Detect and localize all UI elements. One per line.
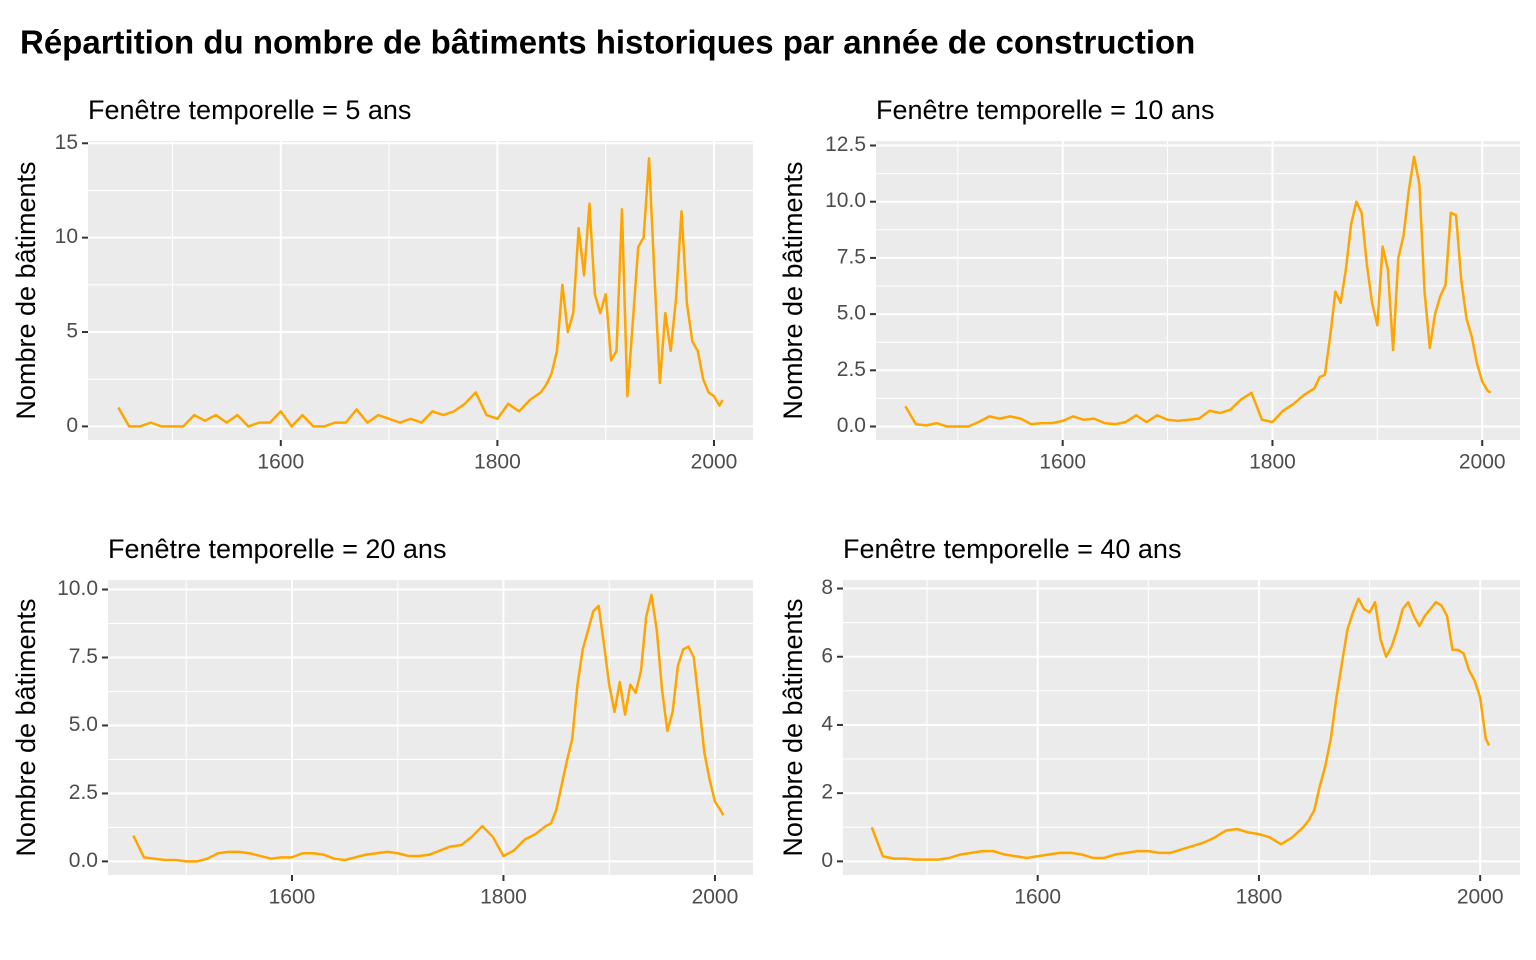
data-line (870, 597, 1491, 861)
y-tick-label: 2.5 (837, 358, 866, 381)
y-tick-label: 10.0 (57, 577, 98, 600)
y-tick-label: 10 (55, 225, 78, 248)
y-tick-label: 5 (66, 320, 78, 343)
x-tick-label: 1800 (474, 451, 521, 474)
panel-title: Fenêtre temporelle = 40 ans (843, 534, 1181, 564)
x-tick-label: 1600 (1014, 886, 1061, 909)
y-tick-label: 6 (821, 644, 833, 667)
data-line (117, 157, 724, 428)
y-tick-label: 0.0 (69, 849, 98, 872)
y-tick-label: 5.0 (837, 302, 866, 325)
y-tick-label: 7.5 (837, 245, 866, 268)
x-tick-label: 1600 (1039, 451, 1086, 474)
figure-title: Répartition du nombre de bâtiments histo… (20, 24, 1195, 61)
y-tick-label: 5.0 (69, 713, 98, 736)
plot-background (843, 580, 1520, 875)
data-line (904, 155, 1492, 428)
y-axis-title: Nombre de bâtiments (11, 161, 41, 419)
y-tick-label: 0 (66, 414, 78, 437)
y-tick-label: 0.0 (837, 414, 866, 437)
panel: Fenêtre temporelle = 20 ans Nombre de bât… (11, 534, 753, 909)
plot-background (876, 141, 1520, 440)
y-tick-label: 7.5 (69, 645, 98, 668)
x-tick-label: 2000 (692, 886, 739, 909)
panel-title: Fenêtre temporelle = 5 ans (88, 95, 411, 125)
y-tick-label: 0 (821, 849, 833, 872)
x-tick-label: 2000 (691, 451, 738, 474)
x-tick-label: 1800 (1249, 451, 1296, 474)
panel-title: Fenêtre temporelle = 10 ans (876, 95, 1214, 125)
y-tick-label: 8 (821, 576, 833, 599)
data-line (132, 593, 725, 863)
y-tick-label: 4 (821, 712, 833, 735)
x-tick-label: 1600 (269, 886, 316, 909)
y-tick-label: 2 (821, 781, 833, 804)
panel: Fenêtre temporelle = 40 ans Nombre de bât… (778, 534, 1520, 909)
y-axis-title: Nombre de bâtiments (11, 598, 41, 856)
panel: Fenêtre temporelle = 10 ans Nombre de bât… (778, 95, 1520, 474)
y-axis-title: Nombre de bâtiments (778, 161, 808, 419)
y-tick-label: 12.5 (825, 133, 866, 156)
panel: Fenêtre temporelle = 5 ans Nombre de bâti… (11, 95, 753, 474)
panel-title: Fenêtre temporelle = 20 ans (108, 534, 446, 564)
x-tick-label: 2000 (1457, 886, 1504, 909)
x-tick-label: 1800 (1236, 886, 1283, 909)
y-tick-label: 15 (55, 131, 78, 154)
x-tick-label: 1600 (257, 451, 304, 474)
x-tick-label: 2000 (1459, 451, 1506, 474)
plot-background (88, 141, 753, 440)
y-tick-label: 2.5 (69, 781, 98, 804)
x-tick-label: 1800 (480, 886, 527, 909)
y-axis-title: Nombre de bâtiments (778, 598, 808, 856)
y-tick-label: 10.0 (825, 189, 866, 212)
